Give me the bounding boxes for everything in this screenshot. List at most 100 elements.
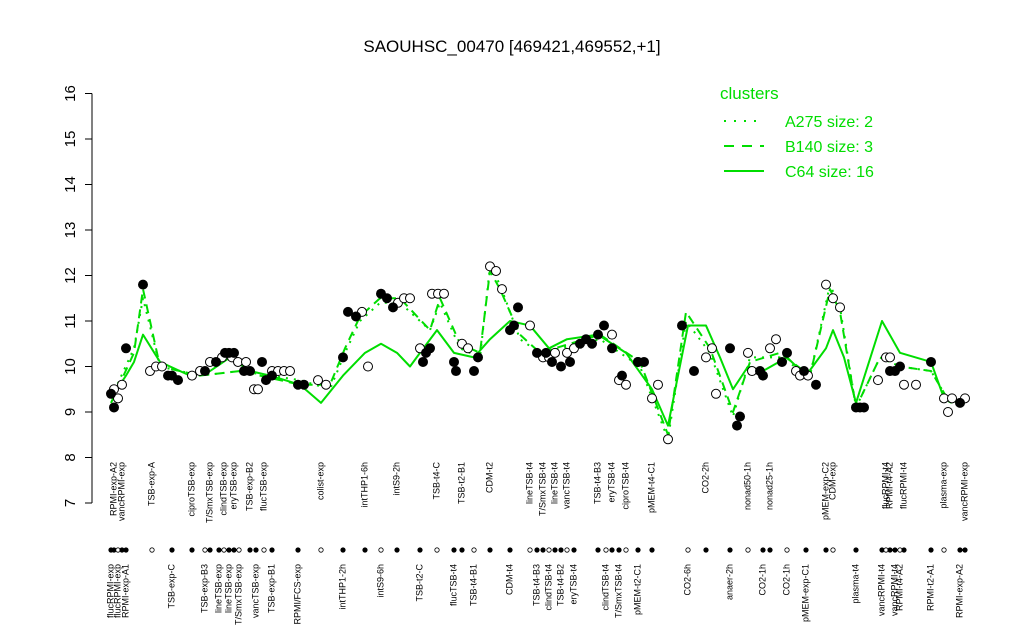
- x-marker-dot: [957, 547, 963, 553]
- x-marker-dot: [603, 547, 609, 553]
- data-point: [449, 356, 459, 367]
- x-tick-label: eryTSB-t4: [606, 462, 616, 503]
- legend-entry-label: A275 size: 2: [785, 114, 873, 131]
- x-marker-dot: [767, 547, 773, 553]
- x-marker-dot: [231, 547, 237, 553]
- x-tick-label: T/SmxTSB-exp: [233, 564, 243, 625]
- data-point: [157, 361, 167, 372]
- data-point: [106, 388, 116, 399]
- x-marker-dot: [892, 547, 898, 553]
- x-marker-dot: [340, 547, 346, 553]
- x-tick-label: intS9-6h: [375, 564, 385, 598]
- data-point: [351, 311, 361, 322]
- data-point: [653, 379, 663, 390]
- x-marker-dot: [595, 547, 601, 553]
- data-point: [491, 265, 501, 276]
- x-marker-dot: [459, 547, 465, 553]
- x-marker-dot: [253, 547, 259, 553]
- x-marker-dot: [394, 547, 400, 553]
- x-tick-label: clindTSB-t4: [600, 564, 610, 611]
- data-point: [451, 366, 461, 377]
- x-tick-label: clindTSB-t4: [543, 564, 553, 611]
- x-tick-label: pMEM-exp-C2: [820, 462, 830, 520]
- data-point: [253, 384, 263, 395]
- data-point: [828, 293, 838, 304]
- data-points: [106, 261, 970, 445]
- x-tick-label: TSB-t2-B1: [456, 462, 466, 504]
- data-point: [382, 293, 392, 304]
- x-marker-dot: [295, 547, 301, 553]
- data-point: [556, 361, 566, 372]
- data-point: [343, 306, 353, 317]
- x-tick-label: flucRPMI-t4: [880, 462, 890, 509]
- data-point: [947, 393, 957, 404]
- x-tick-label: ciproTSB-t4: [620, 462, 630, 510]
- data-point: [799, 366, 809, 377]
- x-tick-label: CDM-t2: [484, 462, 494, 493]
- x-tick-label: vancRPMI-exp: [959, 462, 969, 521]
- x-marker-dot: [207, 547, 213, 553]
- x-marker-dot: [546, 547, 552, 553]
- x-tick-label: TSB-t4-B1: [468, 564, 478, 606]
- x-tick-label: CO2-6h: [682, 564, 692, 596]
- x-marker-dot: [236, 547, 242, 553]
- x-marker-dot: [830, 547, 836, 553]
- x-tick-label: TSB-exp-B1: [266, 564, 276, 613]
- x-tick-label: CO2-1h: [781, 564, 791, 596]
- x-marker-dot: [169, 547, 175, 553]
- data-point: [587, 338, 597, 349]
- x-marker-dot: [609, 547, 615, 553]
- x-marker-dot: [202, 547, 208, 553]
- x-marker-dot: [552, 547, 558, 553]
- x-tick-label: RPMI-t4-A2: [894, 564, 904, 611]
- x-tick-label: nonad50-1h: [742, 462, 752, 510]
- x-tick-label: eryTSB-exp: [228, 462, 238, 510]
- x-tick-label: plasma-t4: [850, 564, 860, 604]
- x-marker-dot: [261, 547, 267, 553]
- y-tick-label: 9: [62, 408, 79, 416]
- data-point: [782, 347, 792, 358]
- data-point: [701, 352, 711, 363]
- x-marker-dot: [962, 547, 968, 553]
- data-point: [711, 388, 721, 399]
- data-point: [895, 361, 905, 372]
- data-point: [639, 356, 649, 367]
- y-tick-label: 12: [62, 267, 79, 284]
- x-marker-dot: [487, 547, 493, 553]
- series-line-C64: [110, 320, 966, 427]
- data-point: [547, 356, 557, 367]
- x-tick-label: TSB-exp-B2: [244, 462, 254, 511]
- x-tick-label: vancRPMI-t4: [889, 564, 899, 616]
- data-point: [267, 370, 277, 381]
- data-point: [109, 402, 119, 413]
- x-tick-label: ciproTSB-exp: [186, 462, 196, 517]
- data-point: [211, 356, 221, 367]
- x-tick-label: pMEM-t2-C1: [632, 564, 642, 615]
- data-point: [735, 411, 745, 422]
- data-point: [562, 347, 572, 358]
- data-point: [187, 370, 197, 381]
- x-tick-label: eryTSB-t4: [568, 564, 578, 605]
- data-point: [607, 329, 617, 340]
- data-point: [200, 366, 210, 377]
- x-marker-dot: [378, 547, 384, 553]
- data-point: [405, 293, 415, 304]
- x-tick-label: TSB-t2-C: [414, 564, 424, 602]
- legend-entry-label: C64 size: 16: [785, 164, 874, 181]
- x-marker-dot: [540, 547, 546, 553]
- data-point: [725, 343, 735, 354]
- data-point: [313, 375, 323, 386]
- data-point: [835, 302, 845, 313]
- x-tick-label: pMEM-exp-C1: [800, 564, 810, 622]
- x-marker-dot: [649, 547, 655, 553]
- x-marker-dot: [745, 547, 751, 553]
- x-tick-label: intTHP1-6h: [359, 462, 369, 508]
- x-tick-label: plasma-exp: [938, 462, 948, 509]
- data-point: [593, 329, 603, 340]
- data-point: [113, 393, 123, 404]
- x-tick-label: RPMI-exp-A2: [954, 564, 964, 618]
- x-tick-label: flucRPMI-exp: [112, 564, 122, 618]
- x-marker-dot: [853, 547, 859, 553]
- x-marker-dot: [534, 547, 540, 553]
